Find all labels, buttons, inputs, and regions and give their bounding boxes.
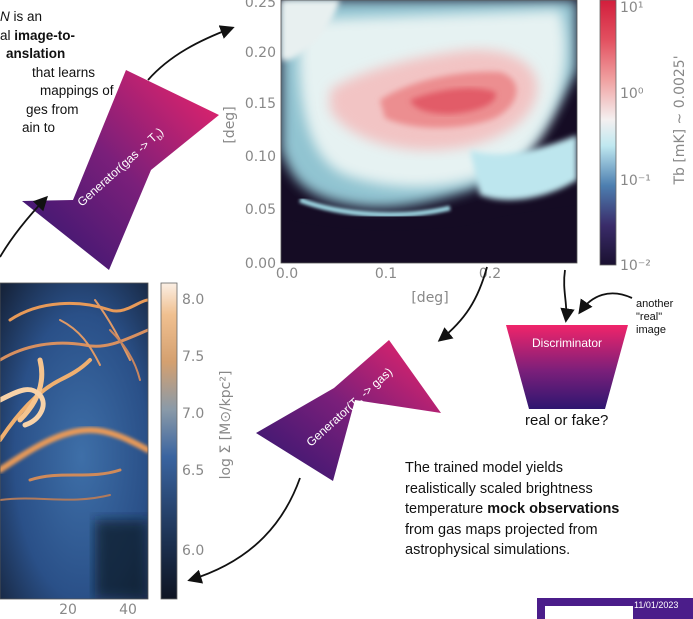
tb-map-xaxis: 0.0 0.1 0.2 [deg] bbox=[276, 266, 501, 306]
gas-xtick-40: 40 bbox=[119, 602, 137, 618]
discriminator-label: Discriminator bbox=[532, 336, 602, 350]
tb-map-yaxis: 0.25 0.20 0.15 0.10 0.05 0.00 [deg] bbox=[222, 0, 276, 272]
intro-line-6: ges from bbox=[26, 101, 79, 117]
tb-map-emission bbox=[281, 0, 577, 263]
intro-line-4: that learns bbox=[32, 64, 96, 80]
intro-line-2: al bbox=[0, 27, 15, 43]
intro-line-7: ain to bbox=[22, 120, 56, 135]
gas-cbar-tick-75: 7.5 bbox=[182, 349, 204, 365]
xtick-00: 0.0 bbox=[276, 266, 298, 282]
gas-colorbar-label: log Σ [M⊙/kpc²] bbox=[218, 371, 234, 480]
outro-line-4: from gas maps projected from bbox=[405, 521, 598, 538]
discriminator-shape bbox=[506, 325, 628, 409]
generator-tb-to-gas: Generator(Tb -> gas) bbox=[256, 340, 441, 481]
arrow-into-generator-top bbox=[0, 195, 48, 258]
tb-map bbox=[280, 0, 578, 264]
intro-bold-image-to: image-to- bbox=[14, 27, 76, 43]
gas-cbar-tick-60: 6.0 bbox=[182, 543, 204, 559]
intro-bold-translation: anslation bbox=[6, 46, 66, 61]
tb-map-ylabel: [deg] bbox=[222, 106, 238, 143]
outro-bold-mock-observations: mock observations bbox=[487, 501, 620, 517]
generator-bottom-shape bbox=[256, 340, 441, 481]
outro-line-5: astrophysical simulations. bbox=[405, 542, 571, 558]
footer-logo bbox=[545, 606, 633, 619]
gas-cbar-tick-70: 7.0 bbox=[182, 406, 204, 422]
arrow-generator-bottom-to-gas bbox=[187, 477, 301, 584]
another-real-image-label: another "real" image bbox=[636, 298, 692, 337]
real-or-fake-label: real or fake? bbox=[525, 412, 609, 429]
arrow-real-image-to-discriminator bbox=[578, 292, 633, 315]
intro-italic-n: N bbox=[0, 9, 10, 24]
tb-colorbar: 10¹ 10⁰ 10⁻¹ 10⁻² Tb [mK] ~ 0.0025' bbox=[599, 0, 688, 274]
another-line-3: image bbox=[636, 324, 666, 336]
arrow-generator-top-to-tb bbox=[147, 25, 235, 81]
xtick-01: 0.1 bbox=[375, 266, 397, 282]
gas-map bbox=[0, 282, 149, 600]
another-line-1: another bbox=[636, 298, 674, 310]
another-line-2: "real" bbox=[636, 311, 663, 323]
cbar-tick-10-1: 10¹ bbox=[620, 0, 643, 16]
ytick-010: 0.10 bbox=[245, 149, 276, 165]
intro-line-5: mappings of bbox=[40, 83, 114, 98]
outro-text: The trained model yields realistically s… bbox=[405, 458, 685, 561]
cbar-tick-10-m1: 10⁻¹ bbox=[620, 173, 651, 189]
gas-colorbar: 8.0 7.5 7.0 6.5 6.0 log Σ [M⊙/kpc²] bbox=[160, 282, 234, 600]
ytick-015: 0.15 bbox=[245, 96, 276, 112]
gas-xtick-20: 20 bbox=[59, 602, 77, 618]
footer-date: 11/01/2023 bbox=[634, 600, 679, 610]
arrow-tb-to-discriminator bbox=[560, 269, 575, 323]
intro-line-1: is an bbox=[9, 9, 43, 24]
intro-text: N is an al image-to- anslation that lear… bbox=[0, 8, 140, 138]
ytick-020: 0.20 bbox=[245, 45, 276, 61]
gas-map-xaxis: 20 40 bbox=[59, 602, 137, 618]
cbar-tick-10-m2: 10⁻² bbox=[620, 258, 651, 274]
ytick-005: 0.05 bbox=[245, 202, 276, 218]
ytick-025: 0.25 bbox=[245, 0, 276, 11]
gas-map-filaments bbox=[0, 298, 148, 501]
outro-line-2: realistically scaled brightness bbox=[405, 480, 593, 497]
arrow-tb-to-generator-bottom bbox=[437, 266, 488, 342]
tb-colorbar-label: Tb [mK] ~ 0.0025' bbox=[672, 55, 688, 185]
outro-line-1: The trained model yields bbox=[405, 460, 563, 476]
gas-cbar-tick-65: 6.5 bbox=[182, 463, 204, 479]
generator-top-shape bbox=[22, 70, 219, 270]
flow-arrows bbox=[0, 25, 633, 584]
tb-map-xlabel: [deg] bbox=[411, 290, 448, 306]
gas-cbar-tick-80: 8.0 bbox=[182, 292, 204, 308]
outro-line-3: temperature bbox=[405, 501, 488, 517]
ytick-000: 0.00 bbox=[245, 256, 276, 272]
cbar-tick-10-0: 10⁰ bbox=[620, 86, 644, 102]
discriminator: Discriminator bbox=[506, 325, 628, 409]
